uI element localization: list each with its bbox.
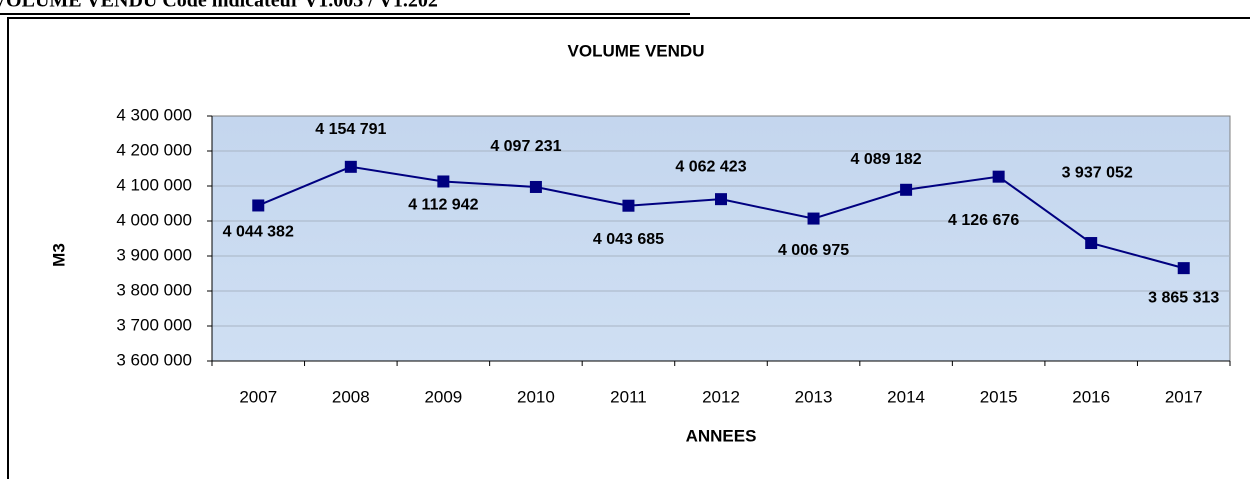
x-tick-label: 2016 bbox=[1072, 387, 1110, 406]
marker bbox=[344, 160, 357, 173]
marker bbox=[437, 175, 450, 188]
marker bbox=[992, 170, 1005, 183]
plot-area bbox=[211, 115, 1231, 362]
x-tick-label: 2008 bbox=[332, 387, 370, 406]
y-tick-label: 3 800 000 bbox=[116, 280, 192, 299]
x-tick-label: 2012 bbox=[702, 387, 740, 406]
x-tick-label: 2013 bbox=[795, 387, 833, 406]
y-tick-label: 3 600 000 bbox=[116, 350, 192, 369]
marker bbox=[252, 199, 265, 212]
y-tick-label: 3 900 000 bbox=[116, 245, 192, 264]
data-label: 4 062 423 bbox=[675, 158, 746, 175]
y-tick-label: 4 000 000 bbox=[116, 210, 192, 229]
x-tick-label: 2007 bbox=[239, 387, 277, 406]
x-axis-label: ANNEES bbox=[686, 426, 757, 445]
x-tick-label: 2017 bbox=[1165, 387, 1203, 406]
marker bbox=[900, 183, 913, 196]
marker bbox=[529, 180, 542, 193]
marker bbox=[1085, 237, 1098, 250]
y-tick-label: 3 700 000 bbox=[116, 315, 192, 334]
data-label: 3 865 313 bbox=[1148, 289, 1219, 306]
data-label: 4 089 182 bbox=[850, 151, 921, 168]
data-label: 4 006 975 bbox=[778, 242, 849, 259]
page-header: VOLUME VENDU Code indicateur V1.003 / V1… bbox=[0, 0, 438, 12]
chart-title: VOLUME VENDU bbox=[568, 41, 705, 60]
data-label: 3 937 052 bbox=[1062, 164, 1133, 181]
x-tick-label: 2014 bbox=[887, 387, 925, 406]
data-label: 4 112 942 bbox=[408, 197, 478, 214]
data-label: 4 126 676 bbox=[948, 212, 1019, 229]
x-tick-label: 2010 bbox=[517, 387, 555, 406]
x-tick-label: 2011 bbox=[610, 387, 647, 406]
data-label: 4 154 791 bbox=[315, 121, 386, 138]
data-label: 4 097 231 bbox=[490, 138, 561, 155]
x-tick-label: 2009 bbox=[424, 387, 462, 406]
y-tick-label: 4 300 000 bbox=[116, 105, 192, 124]
data-label: 4 043 685 bbox=[593, 231, 664, 248]
marker bbox=[622, 199, 635, 212]
y-tick-label: 4 100 000 bbox=[116, 175, 192, 194]
x-tick-label: 2015 bbox=[980, 387, 1018, 406]
marker bbox=[807, 212, 820, 225]
marker bbox=[715, 193, 727, 206]
data-label: 4 044 382 bbox=[223, 224, 294, 241]
marker bbox=[1177, 262, 1190, 275]
y-tick-label: 4 200 000 bbox=[116, 140, 192, 159]
y-axis-label: M3 bbox=[49, 243, 68, 267]
